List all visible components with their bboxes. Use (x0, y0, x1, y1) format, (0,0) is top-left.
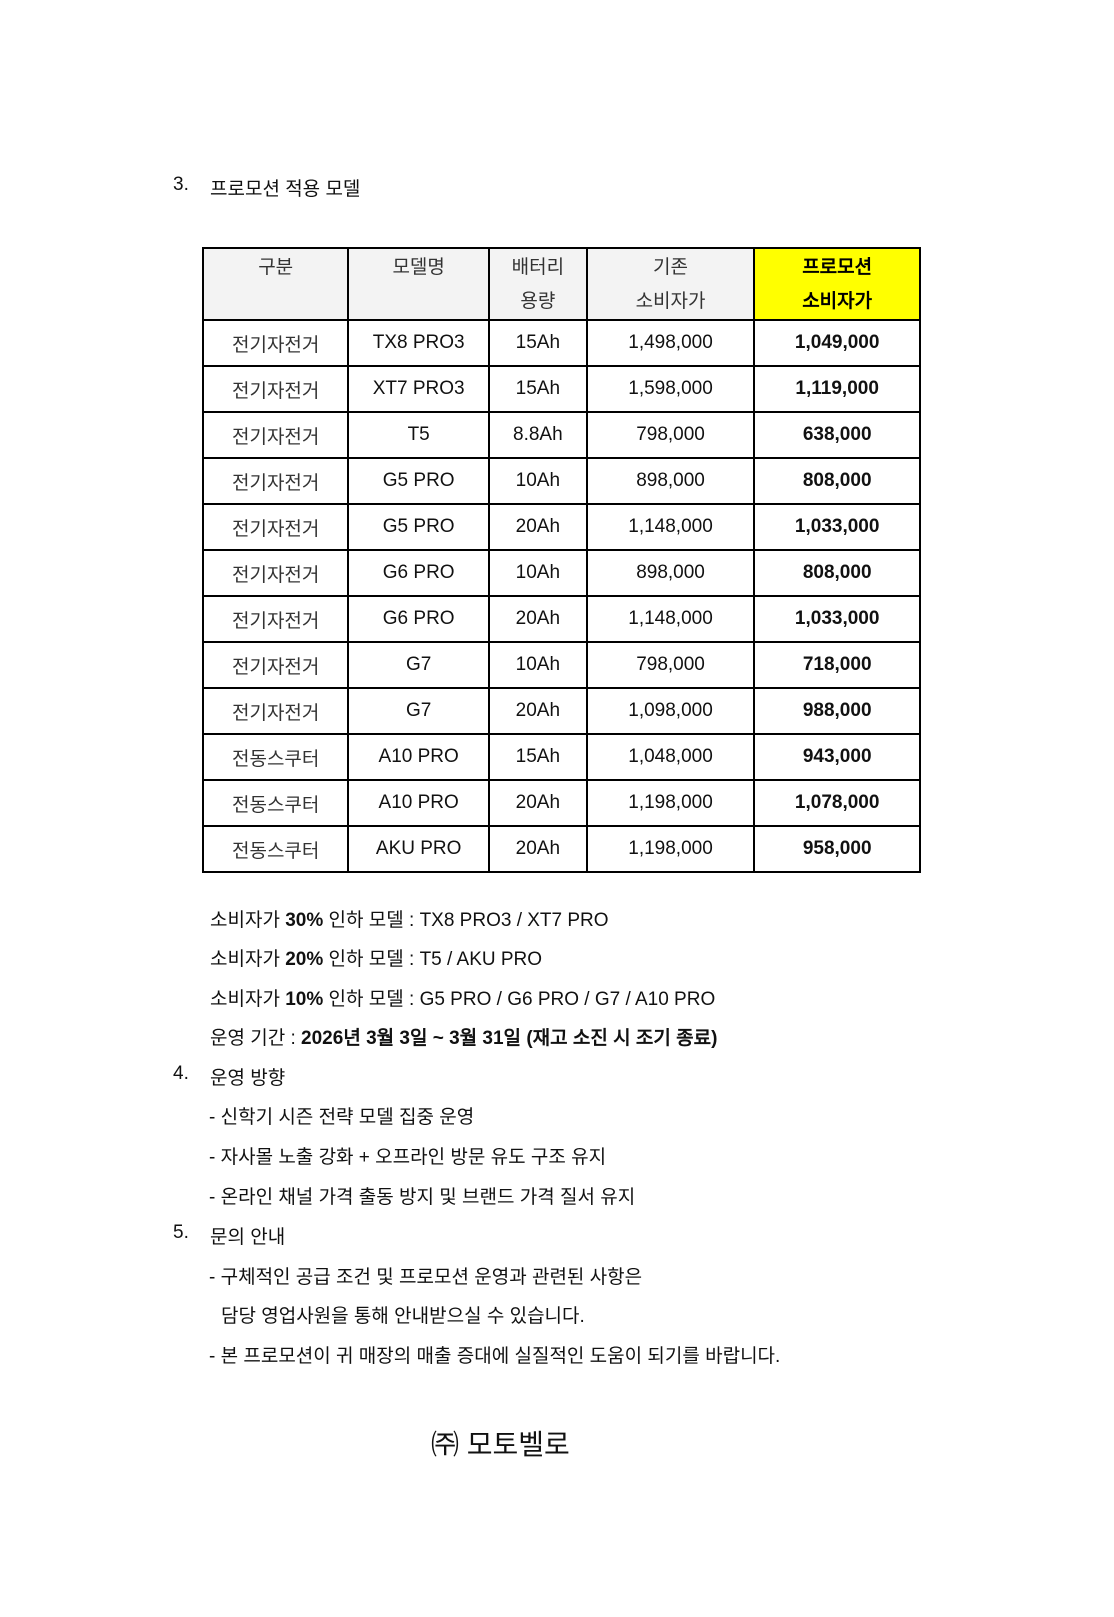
table-cell: 1,098,000 (585, 687, 756, 735)
table-cell: 718,000 (753, 641, 921, 689)
table-cell: 1,198,000 (585, 825, 756, 873)
table-cell: 638,000 (753, 411, 921, 459)
table-cell: 958,000 (753, 825, 921, 873)
table-header-cell: 배터리 용량 (487, 247, 588, 321)
table-row: 전기자전거 G5 PRO 20Ah 1,148,000 1,033,000 (201, 503, 921, 551)
table-cell: 전기자전거 (201, 549, 350, 597)
table-cell: 1,148,000 (585, 595, 756, 643)
table-cell: 15Ah (487, 365, 588, 413)
table-cell: 20Ah (487, 687, 588, 735)
table-row: 전기자전거 G7 20Ah 1,098,000 988,000 (201, 687, 921, 735)
table-cell: XT7 PRO3 (347, 365, 490, 413)
table-row: 전기자전거 G6 PRO 20Ah 1,148,000 1,033,000 (201, 595, 921, 643)
table-cell: 전기자전거 (201, 457, 350, 505)
table-cell: 15Ah (487, 319, 588, 367)
table-cell: 1,033,000 (753, 503, 921, 551)
section-5-item: 담당 영업사원을 통해 안내받으실 수 있습니다. (221, 1306, 585, 1327)
section-4-item: - 자사몰 노출 강화 + 오프라인 방문 유도 구조 유지 (209, 1147, 607, 1168)
table-cell: 8.8Ah (487, 411, 588, 459)
table-cell: 전동스쿠터 (201, 779, 350, 827)
table-cell: 1,198,000 (585, 779, 756, 827)
table-cell: 1,119,000 (753, 365, 921, 413)
table-row: 전기자전거 TX8 PRO3 15Ah 1,498,000 1,049,000 (201, 319, 921, 367)
section-4-title: 운영 방향 (210, 1068, 286, 1089)
table-cell: 898,000 (585, 457, 756, 505)
operation-period: 운영 기간 : 2026년 3월 3일 ~ 3월 31일 (재고 소진 시 조기… (210, 1028, 718, 1049)
table-cell: 전기자전거 (201, 365, 350, 413)
table-cell: 전기자전거 (201, 411, 350, 459)
table-header-cell: 구분 (201, 247, 350, 321)
table-cell: G6 PRO (347, 549, 490, 597)
table-cell: 1,498,000 (585, 319, 756, 367)
table-cell: 20Ah (487, 779, 588, 827)
promotion-model-table: 구분 모델명 배터리 용량 기존 소비자가 프로모션 소비자가 전기자전거 TX8 PRO3 15… (201, 247, 921, 873)
table-cell: 1,078,000 (753, 779, 921, 827)
table-cell: 전동스쿠터 (201, 825, 350, 873)
table-cell: 20Ah (487, 503, 588, 551)
table-row: 전동스쿠터 A10 PRO 15Ah 1,048,000 943,000 (201, 733, 921, 781)
table-cell: G7 (347, 687, 490, 735)
table-cell: AKU PRO (347, 825, 490, 873)
table-cell: 전기자전거 (201, 595, 350, 643)
table-row: 전동스쿠터 A10 PRO 20Ah 1,198,000 1,078,000 (201, 779, 921, 827)
table-cell: 988,000 (753, 687, 921, 735)
section-4-number: 4. (173, 1063, 189, 1084)
company-name: ㈜ 모토벨로 (431, 1429, 570, 1460)
table-row: 전동스쿠터 AKU PRO 20Ah 1,198,000 958,000 (201, 825, 921, 873)
table-cell: G5 PRO (347, 503, 490, 551)
table-cell: 898,000 (585, 549, 756, 597)
table-cell: 전기자전거 (201, 687, 350, 735)
table-row: 전기자전거 G6 PRO 10Ah 898,000 808,000 (201, 549, 921, 597)
table-header-cell: 모델명 (347, 247, 490, 321)
section-5-number: 5. (173, 1222, 189, 1243)
table-cell: A10 PRO (347, 779, 490, 827)
table-cell: 전기자전거 (201, 503, 350, 551)
section-5-item: - 본 프로모션이 귀 매장의 매출 증대에 실질적인 도움이 되기를 바랍니다… (209, 1346, 781, 1367)
section-4-item: - 온라인 채널 가격 출동 방지 및 브랜드 가격 질서 유지 (209, 1187, 636, 1208)
section-5-title: 문의 안내 (210, 1227, 286, 1248)
table-cell: 808,000 (753, 457, 921, 505)
section-3-number: 3. (173, 174, 189, 195)
table-cell: G6 PRO (347, 595, 490, 643)
section-4-item: - 신학기 시즌 전략 모델 집중 운영 (209, 1107, 475, 1128)
section-3-title: 프로모션 적용 모델 (210, 179, 361, 200)
table-cell: 808,000 (753, 549, 921, 597)
table-row: 전기자전거 G5 PRO 10Ah 898,000 808,000 (201, 457, 921, 505)
table-cell: 10Ah (487, 457, 588, 505)
table-header-cell: 프로모션 소비자가 (753, 247, 921, 321)
table-row: 전기자전거 XT7 PRO3 15Ah 1,598,000 1,119,000 (201, 365, 921, 413)
table-cell: TX8 PRO3 (347, 319, 490, 367)
table-cell: 1,049,000 (753, 319, 921, 367)
discount-note-30: 소비자가 30% 인하 모델 : TX8 PRO3 / XT7 PRO (210, 910, 609, 931)
table-cell: 1,033,000 (753, 595, 921, 643)
table-cell: 1,598,000 (585, 365, 756, 413)
table-cell: 전기자전거 (201, 319, 350, 367)
table-cell: G5 PRO (347, 457, 490, 505)
table-cell: 943,000 (753, 733, 921, 781)
table-cell: 10Ah (487, 549, 588, 597)
table-cell: T5 (347, 411, 490, 459)
discount-note-10: 소비자가 10% 인하 모델 : G5 PRO / G6 PRO / G7 / … (210, 989, 716, 1010)
table-cell: 10Ah (487, 641, 588, 689)
table-cell: A10 PRO (347, 733, 490, 781)
table-cell: G7 (347, 641, 490, 689)
discount-note-20: 소비자가 20% 인하 모델 : T5 / AKU PRO (210, 949, 543, 970)
table-cell: 1,048,000 (585, 733, 756, 781)
table-cell: 전동스쿠터 (201, 733, 350, 781)
section-5-item: - 구체적인 공급 조건 및 프로모션 운영과 관련된 사항은 (209, 1267, 643, 1288)
table-cell: 798,000 (585, 411, 756, 459)
table-row: 전기자전거 G7 10Ah 798,000 718,000 (201, 641, 921, 689)
table-cell: 전기자전거 (201, 641, 350, 689)
table-header-cell: 기존 소비자가 (585, 247, 756, 321)
table-cell: 798,000 (585, 641, 756, 689)
table-cell: 20Ah (487, 595, 588, 643)
table-cell: 20Ah (487, 825, 588, 873)
table-row: 전기자전거 T5 8.8Ah 798,000 638,000 (201, 411, 921, 459)
table-cell: 1,148,000 (585, 503, 756, 551)
table-cell: 15Ah (487, 733, 588, 781)
